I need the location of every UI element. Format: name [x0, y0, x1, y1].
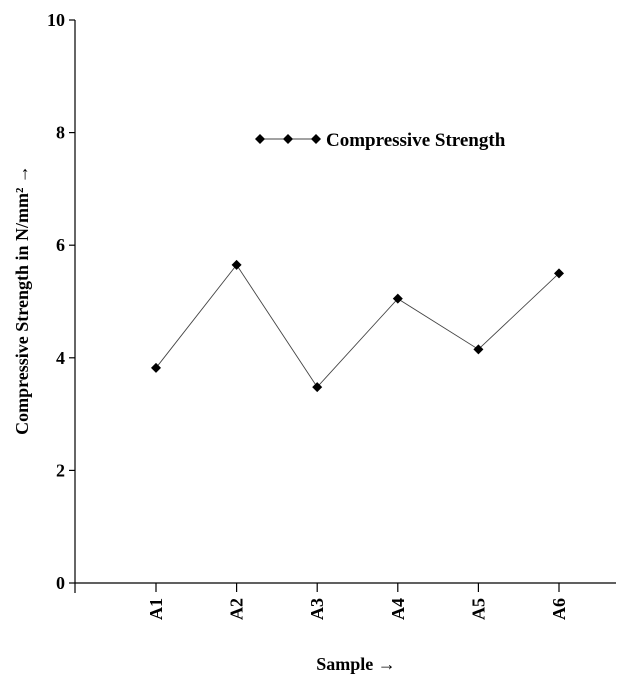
x-tick-label: A1 [146, 598, 166, 620]
x-axis: A1 A2 A3 A4 A5 A6 [75, 582, 616, 620]
x-tick-label: A4 [388, 598, 408, 620]
x-tick-label: A2 [227, 598, 247, 620]
legend: Compressive Strength [255, 130, 506, 151]
legend-label: Compressive Strength [326, 130, 506, 151]
x-tick-label: A6 [549, 598, 569, 620]
y-axis-label: Compressive Strength in N/mm² → [12, 165, 32, 435]
x-axis-label: Sample → [316, 654, 396, 674]
y-tick-label: 0 [56, 573, 65, 593]
data-point [392, 293, 403, 304]
data-point [473, 344, 484, 355]
legend-marker [311, 134, 321, 144]
series-line [155, 264, 560, 388]
y-tick-label: 2 [56, 460, 65, 480]
data-point [151, 362, 161, 373]
y-ticks: 0 2 4 6 8 10 [47, 10, 75, 593]
legend-marker [283, 134, 293, 144]
y-axis: 0 2 4 6 8 10 [47, 10, 76, 593]
x-tick-label: A5 [468, 598, 488, 620]
data-point [312, 382, 323, 393]
plot-area [151, 259, 564, 393]
data-point [554, 268, 564, 279]
x-ticks: A1 A2 A3 A4 A5 A6 [146, 583, 569, 620]
y-tick-label: 8 [56, 123, 65, 143]
data-point [231, 259, 242, 270]
legend-marker [255, 134, 265, 144]
y-tick-label: 4 [56, 348, 65, 368]
x-tick-label: A3 [307, 598, 327, 620]
y-tick-label: 10 [47, 10, 65, 30]
y-tick-label: 6 [56, 235, 65, 255]
